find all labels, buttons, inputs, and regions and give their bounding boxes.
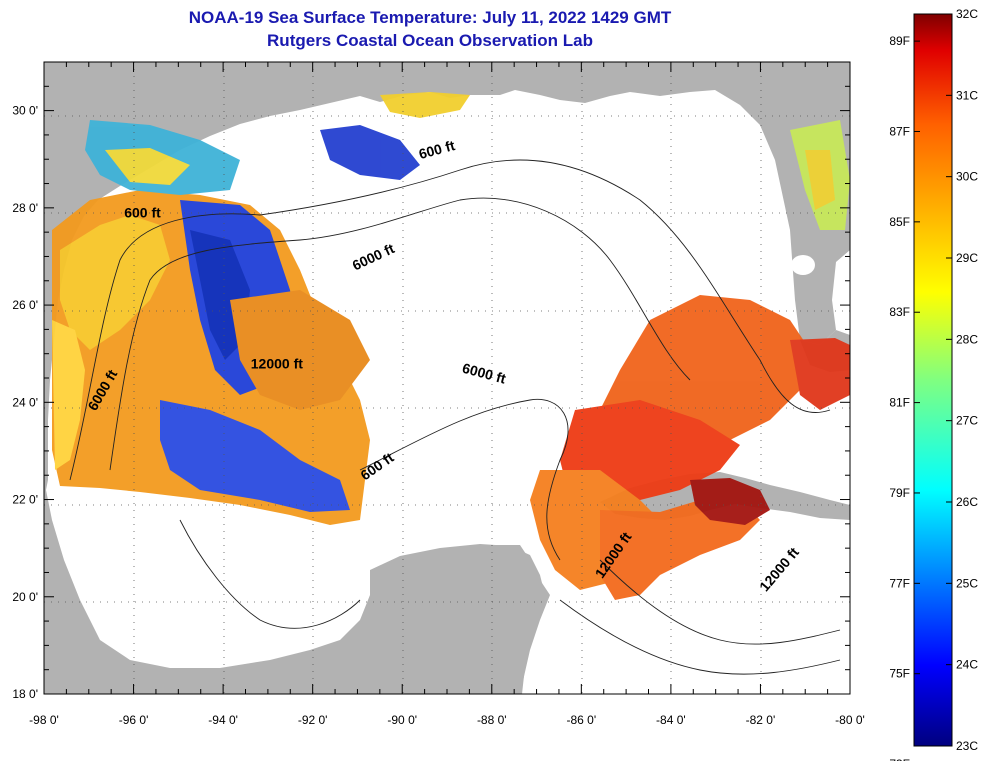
x-axis-tick-labels: -98 0' -96 0' -94 0' -92 0' -90 0' -88 0' -86 … xyxy=(29,713,865,727)
colorbar-c-label: 32C xyxy=(956,7,978,21)
y-tick-label: 18 0' xyxy=(12,687,38,701)
x-tick-label: -94 0' xyxy=(208,713,238,727)
x-tick-label: -92 0' xyxy=(298,713,328,727)
graticule xyxy=(44,62,850,694)
x-tick-label: -90 0' xyxy=(387,713,417,727)
colorbar-c-label: 29C xyxy=(956,251,978,265)
colorbar-f-label: 85F xyxy=(889,215,910,229)
y-tick-label: 20 0' xyxy=(12,590,38,604)
colorbar-f-label: 81F xyxy=(889,396,910,410)
colorbar-c-label: 26C xyxy=(956,495,978,509)
colorbar-f-label: 87F xyxy=(889,124,910,138)
lake-okeechobee xyxy=(791,255,815,275)
colorbar-c-label: 31C xyxy=(956,88,978,102)
us-coast-land xyxy=(44,62,850,500)
yucatan-land xyxy=(370,544,545,694)
colorbar-f-label: 79F xyxy=(889,486,910,500)
x-tick-label: -88 0' xyxy=(477,713,507,727)
y-axis-tick-labels: 30 0' 28 0' 26 0' 24 0' 22 0' 20 0' 18 0' xyxy=(12,104,38,701)
colorbar-f-label: 83F xyxy=(889,305,910,319)
x-tick-label: -80 0' xyxy=(835,713,865,727)
y-tick-label: 30 0' xyxy=(12,104,38,118)
sst-imagery xyxy=(52,92,850,600)
frame-ticks xyxy=(43,61,851,695)
colorbar xyxy=(913,13,953,747)
y-tick-label: 28 0' xyxy=(12,201,38,215)
colorbar-c-label: 28C xyxy=(956,332,978,346)
map-title: NOAA-19 Sea Surface Temperature: July 11… xyxy=(188,8,672,27)
map-subtitle: Rutgers Coastal Ocean Observation Lab xyxy=(267,31,593,50)
colorbar-f-label: 75F xyxy=(889,667,910,681)
colorbar-c-label: 30C xyxy=(956,170,978,184)
x-tick-label: -96 0' xyxy=(119,713,149,727)
colorbar-c-label: 27C xyxy=(956,414,978,428)
colorbar-f-label: 77F xyxy=(889,576,910,590)
y-tick-label: 22 0' xyxy=(12,493,38,507)
colorbar-c-label: 23C xyxy=(956,739,978,753)
bathymetry-contours xyxy=(69,159,841,675)
x-tick-label: -82 0' xyxy=(746,713,776,727)
contour-label: 600 ft xyxy=(124,205,161,221)
y-tick-label: 24 0' xyxy=(12,395,38,409)
x-tick-label: -84 0' xyxy=(656,713,686,727)
y-tick-label: 26 0' xyxy=(12,298,38,312)
colorbar-c-label: 24C xyxy=(956,658,978,672)
colorbar-ticks: 32C 31C 30C 29C 28C 27C 26C 25C 24C 23C 89F 87F 85F 8… xyxy=(889,7,978,761)
contour-label: 12000 ft xyxy=(251,355,303,371)
x-tick-label: -98 0' xyxy=(29,713,59,727)
x-tick-label: -86 0' xyxy=(567,713,597,727)
colorbar-f-label: 89F xyxy=(889,34,910,48)
colorbar-c-label: 25C xyxy=(956,576,978,590)
colorbar-f-label: 73F xyxy=(889,757,910,761)
